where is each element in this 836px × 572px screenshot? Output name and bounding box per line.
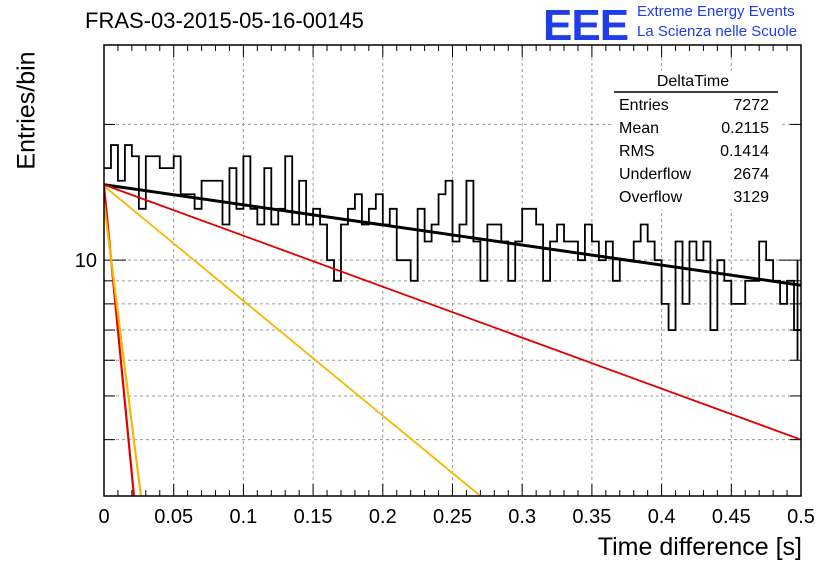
fit-line-slow — [104, 183, 801, 441]
stats-label-rms: RMS — [619, 143, 655, 160]
fit-line-fast_b — [104, 202, 143, 496]
x-axis-label: Time difference [s] — [597, 533, 802, 561]
x-tick-label: 0.2 — [369, 506, 397, 528]
x-tick-label: 0.5 — [787, 506, 815, 528]
stats-value-mean: 0.2115 — [721, 120, 769, 137]
fit-line-total — [104, 183, 801, 287]
y-tick-label: 10 — [75, 250, 97, 272]
x-tick-label: 0.25 — [433, 506, 472, 528]
stats-value-underflow: 2674 — [733, 166, 769, 183]
eee-logo: EEE — [543, 1, 629, 50]
fit-line-mid — [104, 185, 481, 496]
x-tick-label: 0.3 — [508, 506, 536, 528]
x-tick-label: 0.4 — [648, 506, 676, 528]
x-tick-label: 0 — [98, 506, 109, 528]
stats-value-entries: 7272 — [733, 97, 769, 114]
plot-area — [104, 144, 801, 496]
stats-box — [612, 71, 780, 209]
logo-subtitle-2: La Scienza nelle Scuole — [637, 23, 798, 40]
stats-label-mean: Mean — [619, 120, 659, 137]
x-tick-label: 0.35 — [572, 506, 611, 528]
x-tick-label: 0.45 — [712, 506, 751, 528]
chart-title: FRAS-03-2015-05-16-00145 — [85, 8, 364, 33]
logo-subtitle-1: Extreme Energy Events — [637, 3, 795, 20]
x-tick-label: 0.15 — [294, 506, 333, 528]
x-tick-label: 0.05 — [154, 506, 193, 528]
x-tick-label: 0.1 — [229, 506, 257, 528]
stats-value-overflow: 3129 — [733, 189, 769, 206]
stats-label-underflow: Underflow — [619, 166, 691, 183]
stats-title: DeltaTime — [657, 73, 729, 90]
stats-label-overflow: Overflow — [619, 189, 683, 206]
plot-frame — [103, 44, 802, 497]
stats-value-rms: 0.1414 — [720, 143, 769, 160]
stats-label-entries: Entries — [619, 97, 669, 114]
histogram-line — [104, 144, 801, 331]
